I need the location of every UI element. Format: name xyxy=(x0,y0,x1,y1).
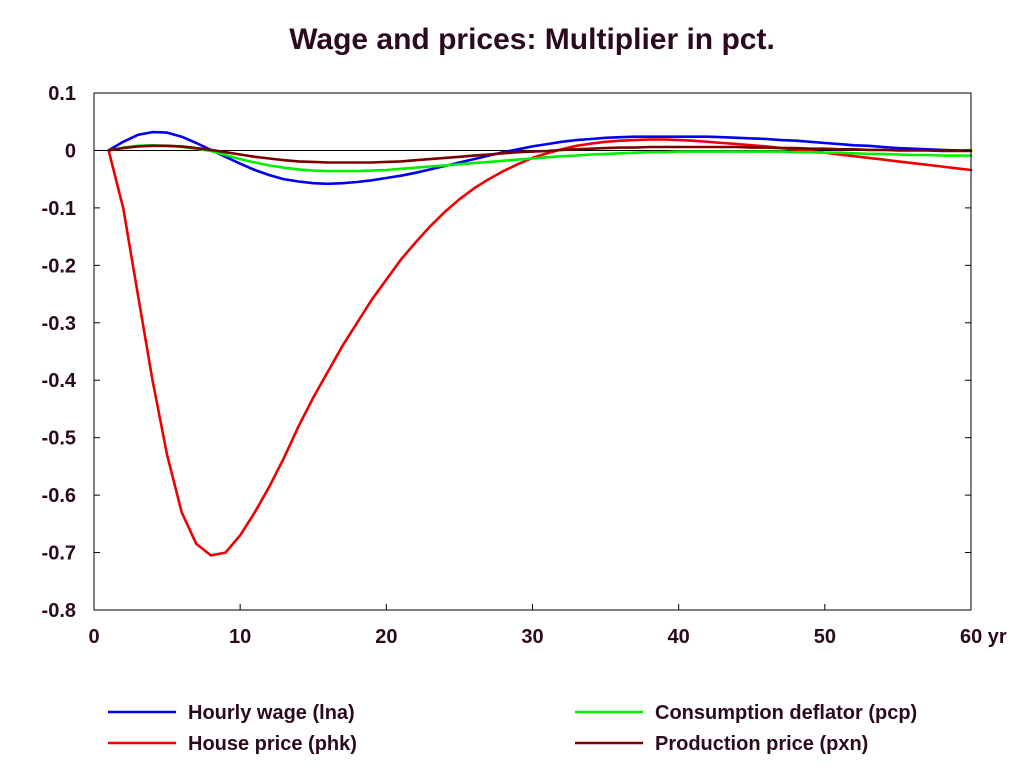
y-tick-label: -0.7 xyxy=(42,543,76,565)
plot-frame xyxy=(93,92,972,611)
chart-title: Wage and prices: Multiplier in pct. xyxy=(289,23,775,56)
y-tick-label: -0.5 xyxy=(42,428,76,450)
x-tick-label: 60 yr xyxy=(960,626,1007,648)
x-tick-label: 20 xyxy=(375,626,397,648)
y-tick-label: -0.6 xyxy=(42,485,76,507)
legend-label: Hourly wage (lna) xyxy=(188,702,355,724)
y-tick-label: 0 xyxy=(65,140,76,162)
y-tick-label: -0.3 xyxy=(42,313,76,335)
series-line-0 xyxy=(107,130,973,186)
legend-label: Consumption deflator (pcp) xyxy=(655,702,917,724)
y-tick-label: -0.1 xyxy=(42,198,76,220)
x-tick-label: 40 xyxy=(668,626,690,648)
y-tick-label: -0.8 xyxy=(42,600,76,622)
x-tick-label: 10 xyxy=(229,626,251,648)
y-axis: 0.1 0 -0.1 -0.2 -0.3 -0.4 -0.5 -0.6 -0.7 -0.8 xyxy=(42,83,971,622)
series-line-1 xyxy=(107,138,973,557)
series-line-3 xyxy=(107,144,973,164)
x-tick-label: 0 xyxy=(88,626,99,648)
y-tick-label: 0.1 xyxy=(48,83,76,105)
series-line-2 xyxy=(107,144,973,173)
x-tick-label: 30 xyxy=(521,626,543,648)
y-tick-label: -0.2 xyxy=(42,255,76,277)
series-layer xyxy=(107,130,973,557)
x-axis: 0 10 20 30 40 50 60 yr xyxy=(88,604,1007,648)
x-tick-label: 50 xyxy=(814,626,836,648)
y-tick-label: -0.4 xyxy=(42,370,77,392)
legend: Hourly wage (lna) House price (phk) Consum… xyxy=(108,702,917,755)
legend-label: Production price (pxn) xyxy=(655,733,868,755)
legend-label: House price (phk) xyxy=(188,733,357,755)
